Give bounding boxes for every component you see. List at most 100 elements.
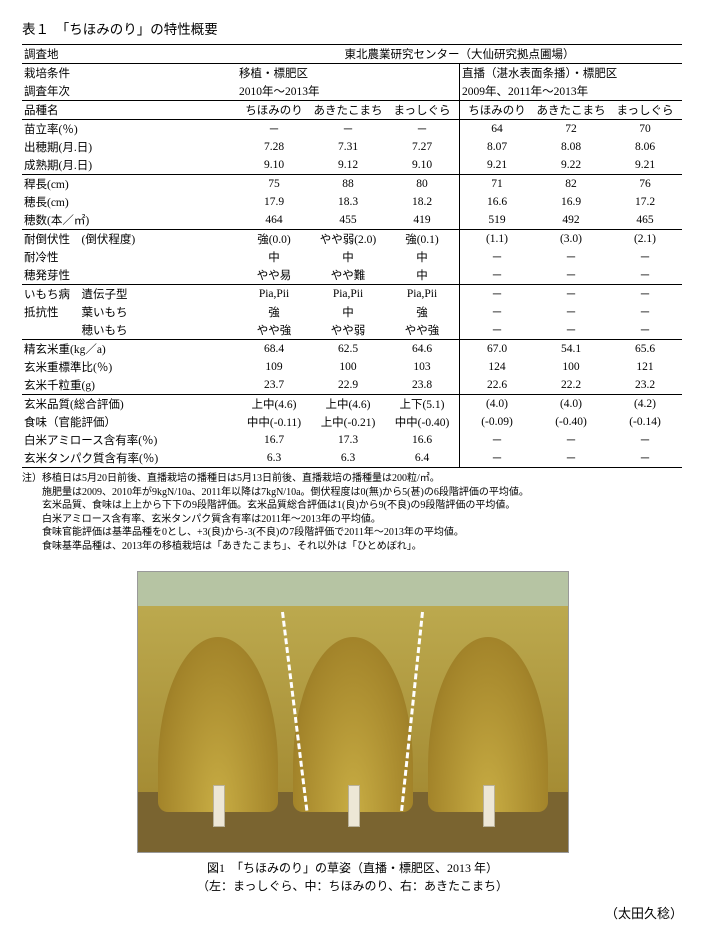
cell-value: やや難 — [311, 266, 385, 285]
cell-value: 64 — [460, 120, 535, 139]
row-label: いもち病 遺伝子型 — [22, 285, 237, 304]
cell-value: － — [534, 248, 608, 266]
cell-value: 7.27 — [385, 138, 460, 156]
cell-value: 7.28 — [237, 138, 311, 156]
cell-value: 65.6 — [608, 340, 682, 359]
row-label: 耐冷性 — [22, 248, 237, 266]
cell-value: やや易 — [237, 266, 311, 285]
cell-value: － — [608, 303, 682, 321]
cell-value: 23.2 — [608, 376, 682, 395]
footnotes: 注）移植日は5月20日前後、直播栽培の播種日は5月13日前後、直播栽培の播種量は… — [22, 472, 683, 553]
cell-value: 強(0.1) — [385, 230, 460, 249]
cell-value: 9.12 — [311, 156, 385, 175]
cell-value: － — [460, 303, 535, 321]
cell-value: (2.1) — [608, 230, 682, 249]
row-label: 玄米品質(総合評価) — [22, 395, 237, 414]
cell-value: 上中(4.6) — [311, 395, 385, 414]
cell-value: 強 — [385, 303, 460, 321]
row-label: 白米アミロース含有率(％) — [22, 431, 237, 449]
cell-value: 100 — [311, 358, 385, 376]
cell-value: 9.22 — [534, 156, 608, 175]
cell-value: 23.7 — [237, 376, 311, 395]
cell-value: (4.2) — [608, 395, 682, 414]
col-v3: まっしぐら — [385, 101, 460, 120]
survey-site-label: 調査地 — [22, 45, 237, 64]
cell-value: － — [608, 285, 682, 304]
cell-value: 9.21 — [460, 156, 535, 175]
cell-value: 中 — [385, 266, 460, 285]
cell-value: 103 — [385, 358, 460, 376]
cell-value: － — [534, 266, 608, 285]
cell-value: － — [237, 120, 311, 139]
cell-value: (-0.40) — [534, 413, 608, 431]
cell-value: 上中(4.6) — [237, 395, 311, 414]
cell-value: やや弱 — [311, 321, 385, 340]
row-label: 玄米重標準比(％) — [22, 358, 237, 376]
cell-value: Pia,Pii — [237, 285, 311, 304]
cell-value: 17.3 — [311, 431, 385, 449]
year-left: 2010年～2013年 — [237, 82, 460, 101]
cell-value: － — [460, 248, 535, 266]
cell-value: 67.0 — [460, 340, 535, 359]
cell-value: Pia,Pii — [311, 285, 385, 304]
cell-value: 16.6 — [385, 431, 460, 449]
cell-value: 8.06 — [608, 138, 682, 156]
cell-value: 中 — [385, 248, 460, 266]
cell-value: 6.3 — [237, 449, 311, 468]
cell-value: (4.0) — [534, 395, 608, 414]
cell-value: 71 — [460, 175, 535, 194]
figure-caption-1: 図1 「ちほみのり」の草姿（直播・標肥区、2013 年） — [22, 859, 683, 877]
cell-value: 121 — [608, 358, 682, 376]
cell-value: 492 — [534, 211, 608, 230]
cell-value: － — [460, 285, 535, 304]
cell-value: 16.7 — [237, 431, 311, 449]
cell-value: － — [534, 321, 608, 340]
cell-value: 54.1 — [534, 340, 608, 359]
cell-value: (4.0) — [460, 395, 535, 414]
cell-value: － — [534, 285, 608, 304]
conditions-right: 直播（湛水表面条播）・標肥区 — [460, 64, 683, 83]
cell-value: (-0.14) — [608, 413, 682, 431]
cell-value: 419 — [385, 211, 460, 230]
row-label: 穂いもち — [22, 321, 237, 340]
cell-value: － — [608, 431, 682, 449]
col-v6: まっしぐら — [608, 101, 682, 120]
cell-value: 72 — [534, 120, 608, 139]
cell-value: 16.9 — [534, 193, 608, 211]
cell-value: 8.07 — [460, 138, 535, 156]
cell-value: 70 — [608, 120, 682, 139]
cell-value: 18.3 — [311, 193, 385, 211]
cell-value: － — [534, 303, 608, 321]
row-label: 稈長(cm) — [22, 175, 237, 194]
cell-value: 18.2 — [385, 193, 460, 211]
cell-value: 62.5 — [311, 340, 385, 359]
cell-value: 22.9 — [311, 376, 385, 395]
row-label: 玄米タンパク質含有率(％) — [22, 449, 237, 468]
year-label: 調査年次 — [22, 82, 237, 101]
cell-value: 強 — [237, 303, 311, 321]
cell-value: － — [460, 266, 535, 285]
cell-value: － — [608, 449, 682, 468]
cell-value: － — [534, 449, 608, 468]
row-label: 穂発芽性 — [22, 266, 237, 285]
cell-value: 465 — [608, 211, 682, 230]
row-label: 玄米千粒重(g) — [22, 376, 237, 395]
cell-value: 455 — [311, 211, 385, 230]
cell-value: － — [608, 266, 682, 285]
row-label: 耐倒伏性 (倒伏程度) — [22, 230, 237, 249]
cell-value: やや強 — [237, 321, 311, 340]
cell-value: 上中(-0.21) — [311, 413, 385, 431]
cell-value: － — [460, 431, 535, 449]
author: （太田久稔） — [22, 903, 683, 922]
row-label: 穂数(本／㎡) — [22, 211, 237, 230]
cell-value: 464 — [237, 211, 311, 230]
col-v5: あきたこまち — [534, 101, 608, 120]
figure-1-photo — [137, 571, 569, 853]
cell-value: 8.08 — [534, 138, 608, 156]
cell-value: 強(0.0) — [237, 230, 311, 249]
cell-value: 中 — [311, 303, 385, 321]
cell-value: 519 — [460, 211, 535, 230]
row-label: 苗立率(％) — [22, 120, 237, 139]
cell-value: 23.8 — [385, 376, 460, 395]
cell-value: 中中(-0.11) — [237, 413, 311, 431]
